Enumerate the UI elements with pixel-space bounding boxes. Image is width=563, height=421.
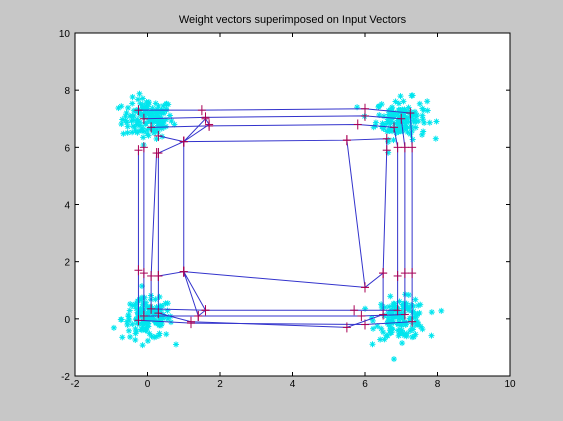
input-vector-point [134,120,140,126]
input-vector-point [381,313,387,319]
input-vector-point [156,332,162,338]
x-tick-label: 2 [217,379,223,390]
input-vector-point [429,309,435,315]
x-tick-label: -2 [71,379,80,390]
input-vector-point [419,113,425,119]
input-vector-point [396,101,402,107]
input-vector-point [362,306,368,312]
input-vector-point [421,120,427,126]
input-vector-point [392,125,398,131]
input-vector-point [411,117,417,123]
input-vector-point [379,120,385,126]
y-tick-label: 8 [64,86,70,97]
input-vector-point [111,325,117,331]
y-tick-label: -2 [61,372,70,383]
input-vector-point [409,128,415,134]
input-vector-point [135,298,141,304]
input-vector-point [373,120,379,126]
chart-title: Weight vectors superimposed on Input Vec… [179,14,407,26]
y-tick-label: 4 [64,201,70,212]
input-vector-point [415,321,421,327]
input-vector-point [168,118,174,124]
input-vector-point [125,312,131,318]
input-vector-point [126,328,132,334]
input-vector-point [424,98,430,104]
input-vector-point [396,333,402,339]
input-vector-point [387,125,393,131]
input-vector-point [389,104,395,110]
input-vector-point [391,356,397,362]
input-vector-point [385,139,391,145]
input-vector-point [376,103,382,109]
input-vector-point [115,105,121,111]
y-tick-label: 0 [64,315,70,326]
input-vector-point [399,340,405,346]
input-vector-point [154,111,160,117]
input-vector-point [406,307,412,313]
input-vector-point [119,334,125,340]
y-tick-label: 10 [59,29,71,40]
x-tick-label: 6 [362,379,368,390]
y-tick-label: 6 [64,143,70,154]
input-vector-point [413,312,419,318]
y-tick-label: 2 [64,258,70,269]
input-vector-point [125,105,131,111]
x-tick-label: 10 [504,379,516,390]
x-tick-label: 0 [145,379,151,390]
input-vector-point [412,297,418,303]
x-tick-label: 4 [290,379,296,390]
input-vector-point [417,101,423,107]
x-tick-label: 8 [435,379,441,390]
